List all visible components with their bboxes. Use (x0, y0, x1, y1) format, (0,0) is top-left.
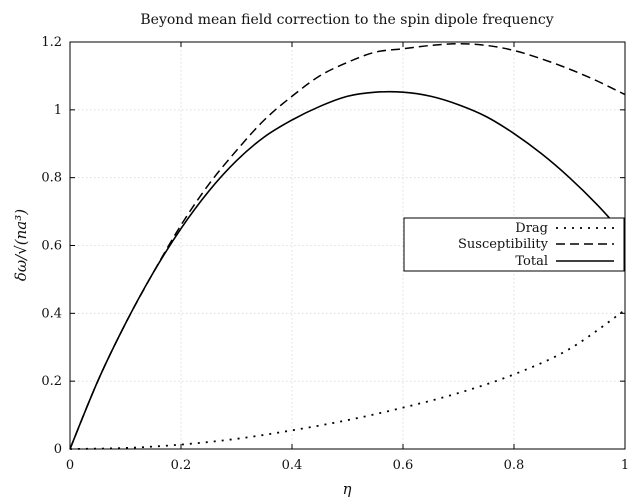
legend: Drag Susceptibility Total (403, 217, 625, 272)
x-tick-label: 0.2 (171, 458, 192, 473)
x-axis-label: η (343, 480, 352, 498)
series-line-total (69, 90, 626, 450)
x-tick-label: 0.4 (282, 458, 303, 473)
series-group (69, 42, 626, 450)
x-tick-label: 0.8 (504, 458, 525, 473)
y-tick-label: 0.4 (41, 306, 62, 321)
y-axis-label: δω/√(na³) (12, 209, 30, 281)
axis-ticks: 0 0.2 0.4 0.6 0.8 1 0 0.2 0.4 0.6 0.8 1 1.2 (41, 35, 628, 473)
x-tick-label: 0.6 (393, 458, 414, 473)
x-tick-label: 0 (66, 458, 74, 473)
y-tick-label: 1 (54, 103, 62, 118)
y-tick-label: 0.6 (41, 239, 62, 254)
y-tick-label: 0.2 (41, 374, 62, 389)
chart-title: Beyond mean field correction to the spin… (140, 12, 553, 28)
y-tick-label: 0 (54, 442, 62, 457)
x-tick-label: 1 (621, 458, 628, 473)
grid (70, 42, 625, 449)
series-line-drag (69, 309, 626, 450)
y-tick-label: 0.8 (41, 171, 62, 186)
legend-label-total: Total (515, 254, 548, 269)
legend-label-drag: Drag (515, 221, 548, 236)
legend-label-susceptibility: Susceptibility (458, 237, 549, 252)
y-tick-label: 1.2 (41, 35, 62, 50)
